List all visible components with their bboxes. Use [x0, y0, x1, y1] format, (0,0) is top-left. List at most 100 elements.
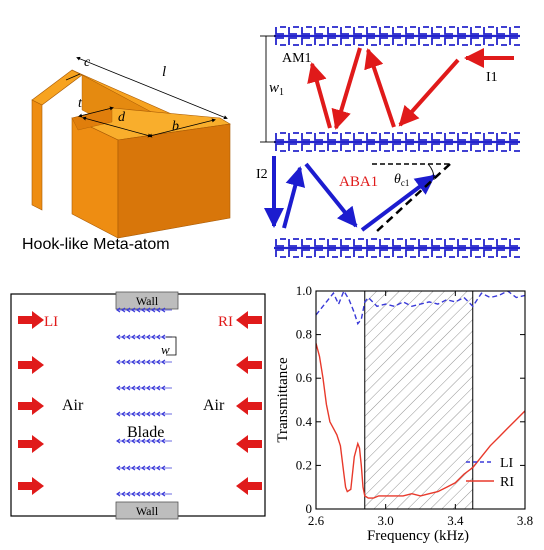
- red-ray-2: [398, 58, 460, 127]
- meta-atom-bottom: [496, 37, 507, 46]
- meta-atom-top: [353, 26, 364, 35]
- meta-atom-top: [366, 238, 377, 247]
- blade-rows: [116, 307, 172, 497]
- blade-row: [116, 307, 172, 313]
- meta-atom-top: [431, 132, 442, 141]
- meta-atom-top: [483, 238, 494, 247]
- meta-atom-bottom: [496, 143, 507, 152]
- meta-atom-top: [301, 132, 312, 141]
- meta-atom-bottom: [340, 249, 351, 258]
- y-tick-label: 0.8: [296, 327, 312, 342]
- series-line-li: [316, 291, 525, 326]
- meta-atom-bottom: [405, 37, 416, 46]
- meta-atom-top: [457, 26, 468, 35]
- dim-d-line: [82, 116, 152, 138]
- x-tick-label: 3.0: [378, 513, 394, 528]
- meta-atom-top: [444, 132, 455, 141]
- meta-atom-bottom: [457, 249, 468, 258]
- meta-atom-bottom: [392, 143, 403, 152]
- meta-atom-arrays: [274, 26, 520, 258]
- meta-atom-top: [275, 238, 286, 247]
- meta-atom-bottom: [431, 249, 442, 258]
- aba1-label: ABA1: [339, 174, 378, 190]
- meta-atom-bottom: [340, 37, 351, 46]
- meta-atom-bottom: [509, 249, 520, 258]
- meta-atom-top: [418, 238, 429, 247]
- left-incident-arrow: [18, 356, 44, 374]
- blade-hook: [116, 334, 121, 340]
- meta-atom-left-top: [31, 69, 83, 106]
- left-incident-arrow: [18, 311, 44, 329]
- meta-atom-top: [444, 26, 455, 35]
- red-ray-3: [364, 48, 396, 128]
- blue-ray-3: [304, 162, 358, 228]
- dim-l-label: l: [162, 64, 166, 80]
- y-tick-label: 0.2: [296, 457, 312, 472]
- meta-atom-top: [431, 26, 442, 35]
- right-incident-arrow: [236, 311, 262, 329]
- meta-atom-top: [288, 132, 299, 141]
- meta-atom-top: [483, 132, 494, 141]
- blade-panel: Wall Wall w LI RI Air Air Blade: [10, 291, 266, 520]
- x-axis-label: Frequency (kHz): [367, 528, 469, 544]
- meta-atom-top: [301, 26, 312, 35]
- legend: LI RI: [466, 456, 514, 490]
- series-line-ri: [316, 343, 525, 499]
- meta-atom-bottom: [275, 249, 286, 258]
- meta-atom-bottom: [314, 143, 325, 152]
- blade-row: [116, 438, 172, 444]
- left-air-label: Air: [62, 397, 84, 414]
- angle-guide-diagonal: [375, 163, 451, 233]
- chart-ticks: 2.6 3.0 3.4 3.8 0 0.2 0.4 0.6 0.8 1.0: [296, 283, 533, 528]
- li-label: LI: [44, 314, 58, 330]
- meta-atom-bottom: [431, 37, 442, 46]
- blade-hook: [116, 385, 121, 391]
- meta-atom-top: [340, 26, 351, 35]
- width-label: w: [161, 342, 170, 357]
- meta-atom-bottom: [288, 37, 299, 46]
- ri-label: RI: [218, 314, 233, 330]
- wall-top: [115, 291, 179, 310]
- meta-atom-bottom: [275, 37, 286, 46]
- plot-frame: [315, 290, 526, 510]
- y-tick-label: 0.4: [296, 414, 313, 429]
- right-incident-arrow: [236, 397, 262, 415]
- meta-atom-bottom: [366, 37, 377, 46]
- left-incident-arrow: [18, 477, 44, 495]
- meta-atom-bottom: [509, 37, 520, 46]
- meta-atom-top: [457, 132, 468, 141]
- meta-atom-top: [418, 26, 429, 35]
- red-rays: [307, 47, 514, 130]
- meta-atom-bottom: [353, 143, 364, 152]
- right-incident-arrow: [236, 356, 262, 374]
- left-incident-arrow: [18, 397, 44, 415]
- meta-atom-top: [288, 26, 299, 35]
- meta-atom-bottom: [405, 249, 416, 258]
- meta-atom-bottom: [392, 37, 403, 46]
- red-ray-5: [307, 62, 332, 129]
- meta-atom-top: [392, 26, 403, 35]
- meta-atom-bottom: [431, 143, 442, 152]
- meta-atom-bottom: [288, 249, 299, 258]
- meta-atom-bottom: [327, 143, 338, 152]
- meta-atom-bottom: [288, 143, 299, 152]
- meta-atom-bottom: [509, 143, 520, 152]
- blade-row: [116, 411, 172, 417]
- meta-atom-bottom: [314, 37, 325, 46]
- meta-atom-bottom: [366, 249, 377, 258]
- meta-atom-bottom: [444, 37, 455, 46]
- red-ray-4: [331, 47, 362, 130]
- meta-atom-top: [405, 132, 416, 141]
- dim-b-line: [148, 118, 216, 138]
- meta-atom-bottom: [496, 249, 507, 258]
- wall-top-label: Wall: [136, 294, 159, 308]
- meta-atom-top: [314, 26, 325, 35]
- meta-atom-bottom: [379, 249, 390, 258]
- meta-atom-bottom: [470, 249, 481, 258]
- meta-atom-top: [314, 238, 325, 247]
- meta-atom-top: [327, 238, 338, 247]
- meta-atom-caption: Hook-like Meta-atom: [22, 236, 170, 253]
- meta-atom-bottom: [366, 143, 377, 152]
- meta-atom-right-side: [117, 123, 231, 239]
